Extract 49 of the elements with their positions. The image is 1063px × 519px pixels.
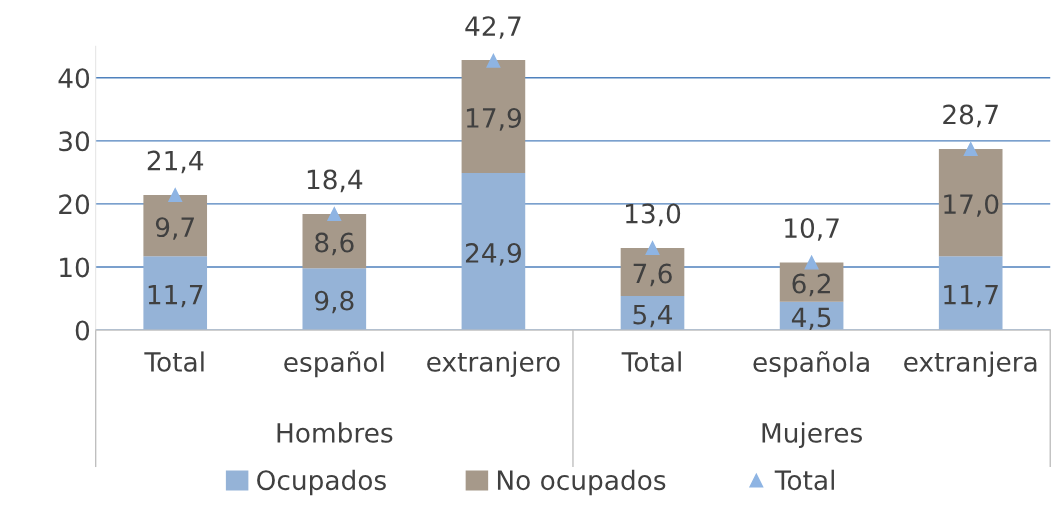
- bar: [143, 195, 208, 257]
- y-tick-label: 30: [59, 131, 90, 152]
- y-tick-label: 0: [75, 320, 90, 341]
- x-tick-label: Total: [144, 351, 204, 372]
- data-label: 11,7: [944, 285, 998, 308]
- data-label: 10,7: [785, 218, 839, 241]
- data-label: 9,7: [155, 217, 194, 240]
- legend-label: No ocupados: [497, 469, 666, 496]
- data-label: 17,9: [466, 108, 521, 131]
- x-tick-label: extranjero: [427, 351, 560, 377]
- data-label: 42,7: [465, 16, 521, 39]
- y-tick-label: 20: [59, 194, 90, 215]
- data-label: 5,4: [633, 304, 673, 328]
- point: [645, 241, 660, 256]
- y-tick-label: 40: [58, 68, 90, 89]
- data-label: 28,7: [943, 104, 998, 128]
- point: [963, 142, 978, 156]
- data-label: 24,9: [465, 243, 521, 266]
- x-tick-label: española: [753, 351, 869, 378]
- point: [804, 255, 819, 270]
- point: [486, 53, 501, 68]
- x-tick-label: extranjera: [904, 351, 1037, 377]
- x-tick-label: Total: [621, 351, 681, 372]
- data-label: 4,5: [791, 307, 831, 331]
- legend-label: Ocupados: [257, 469, 386, 496]
- bar: [620, 248, 685, 297]
- point: [168, 188, 183, 203]
- text: Mujeres: [762, 422, 862, 448]
- point: [327, 207, 342, 221]
- data-label: 17,0: [944, 194, 999, 217]
- bar: [143, 256, 208, 331]
- data-label: 13,0: [626, 203, 681, 227]
- data-label: 18,4: [307, 169, 363, 193]
- data-label: 7,6: [633, 263, 672, 287]
- data-label: 6,2: [792, 273, 830, 297]
- data-label: 11,7: [148, 285, 203, 308]
- bar: [302, 268, 367, 331]
- bar: [938, 256, 1003, 331]
- data-label: 9,8: [314, 290, 354, 314]
- x-tick-label: español: [284, 351, 384, 378]
- bar: [938, 149, 1003, 257]
- y-tick-label: 10: [60, 257, 90, 278]
- bar: [302, 214, 367, 269]
- data-label: 21,4: [147, 150, 204, 174]
- text: Hombres: [277, 422, 393, 443]
- bar: [461, 60, 526, 173]
- legend-label: Total: [774, 469, 834, 491]
- bar: [461, 173, 526, 331]
- data-label: 8,6: [315, 232, 354, 256]
